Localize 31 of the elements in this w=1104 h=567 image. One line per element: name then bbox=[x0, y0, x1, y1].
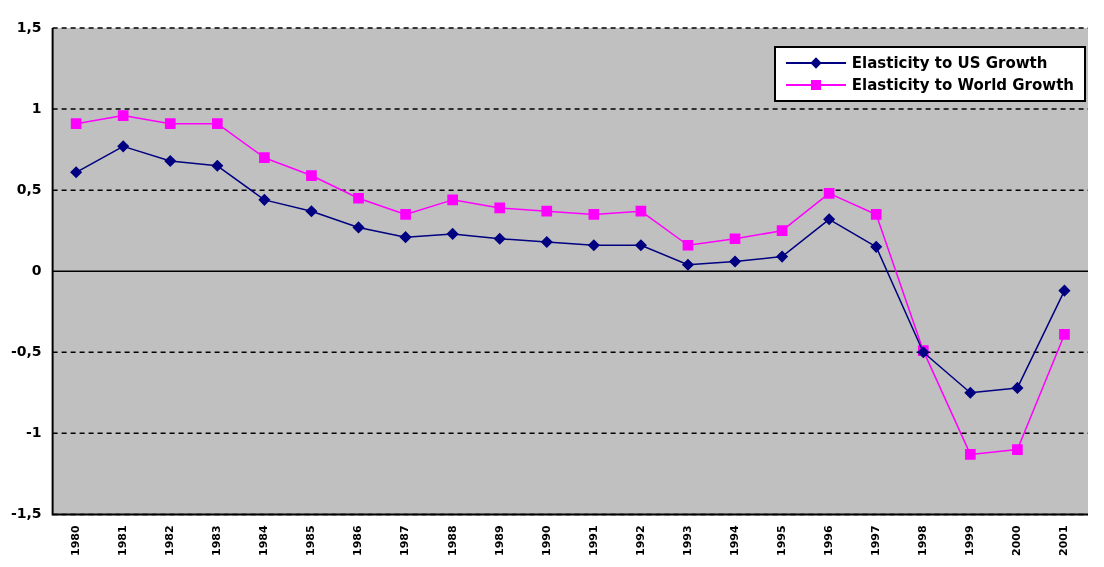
x-tick-label: 1983 bbox=[210, 525, 224, 557]
x-tick-label: 1997 bbox=[869, 525, 883, 557]
x-tick-label: 1984 bbox=[257, 525, 271, 557]
x-tick-label: 2001 bbox=[1057, 525, 1071, 557]
y-tick-label: -1,5 bbox=[10, 505, 42, 522]
y-tick-label: -1 bbox=[26, 423, 42, 440]
x-tick-label: 1990 bbox=[539, 525, 553, 557]
x-tick-label: 1985 bbox=[304, 525, 318, 557]
x-tick-label: 1980 bbox=[69, 525, 82, 557]
y-tick-label: 1 bbox=[31, 99, 42, 116]
x-tick-label: 2000 bbox=[1010, 525, 1024, 557]
x-tick-label: 1995 bbox=[774, 525, 788, 557]
legend-label: Elasticity to World Growth bbox=[851, 75, 1074, 96]
x-tick-label: 1991 bbox=[586, 525, 600, 557]
y-tick-label: 0 bbox=[31, 261, 42, 278]
legend-label: Elasticity to US Growth bbox=[851, 53, 1048, 74]
x-tick-label: 1992 bbox=[633, 525, 647, 557]
x-tick-label: 1987 bbox=[398, 525, 412, 557]
x-tick-label: 1989 bbox=[492, 525, 506, 557]
x-tick-label: 1982 bbox=[163, 525, 177, 557]
x-tick-label: 1998 bbox=[916, 525, 930, 557]
x-tick-label: 1988 bbox=[445, 525, 459, 557]
y-tick-label: 1,5 bbox=[16, 18, 42, 35]
y-tick-label: 0,5 bbox=[16, 180, 42, 197]
x-tick-label: 1993 bbox=[680, 525, 694, 557]
x-tick-label: 1999 bbox=[963, 525, 977, 557]
x-tick-label: 1994 bbox=[727, 525, 741, 557]
y-tick-label: -0,5 bbox=[10, 342, 42, 359]
x-tick-label: 1981 bbox=[116, 525, 130, 557]
x-tick-label: 1996 bbox=[822, 525, 836, 557]
x-tick-label: 1986 bbox=[351, 525, 365, 557]
